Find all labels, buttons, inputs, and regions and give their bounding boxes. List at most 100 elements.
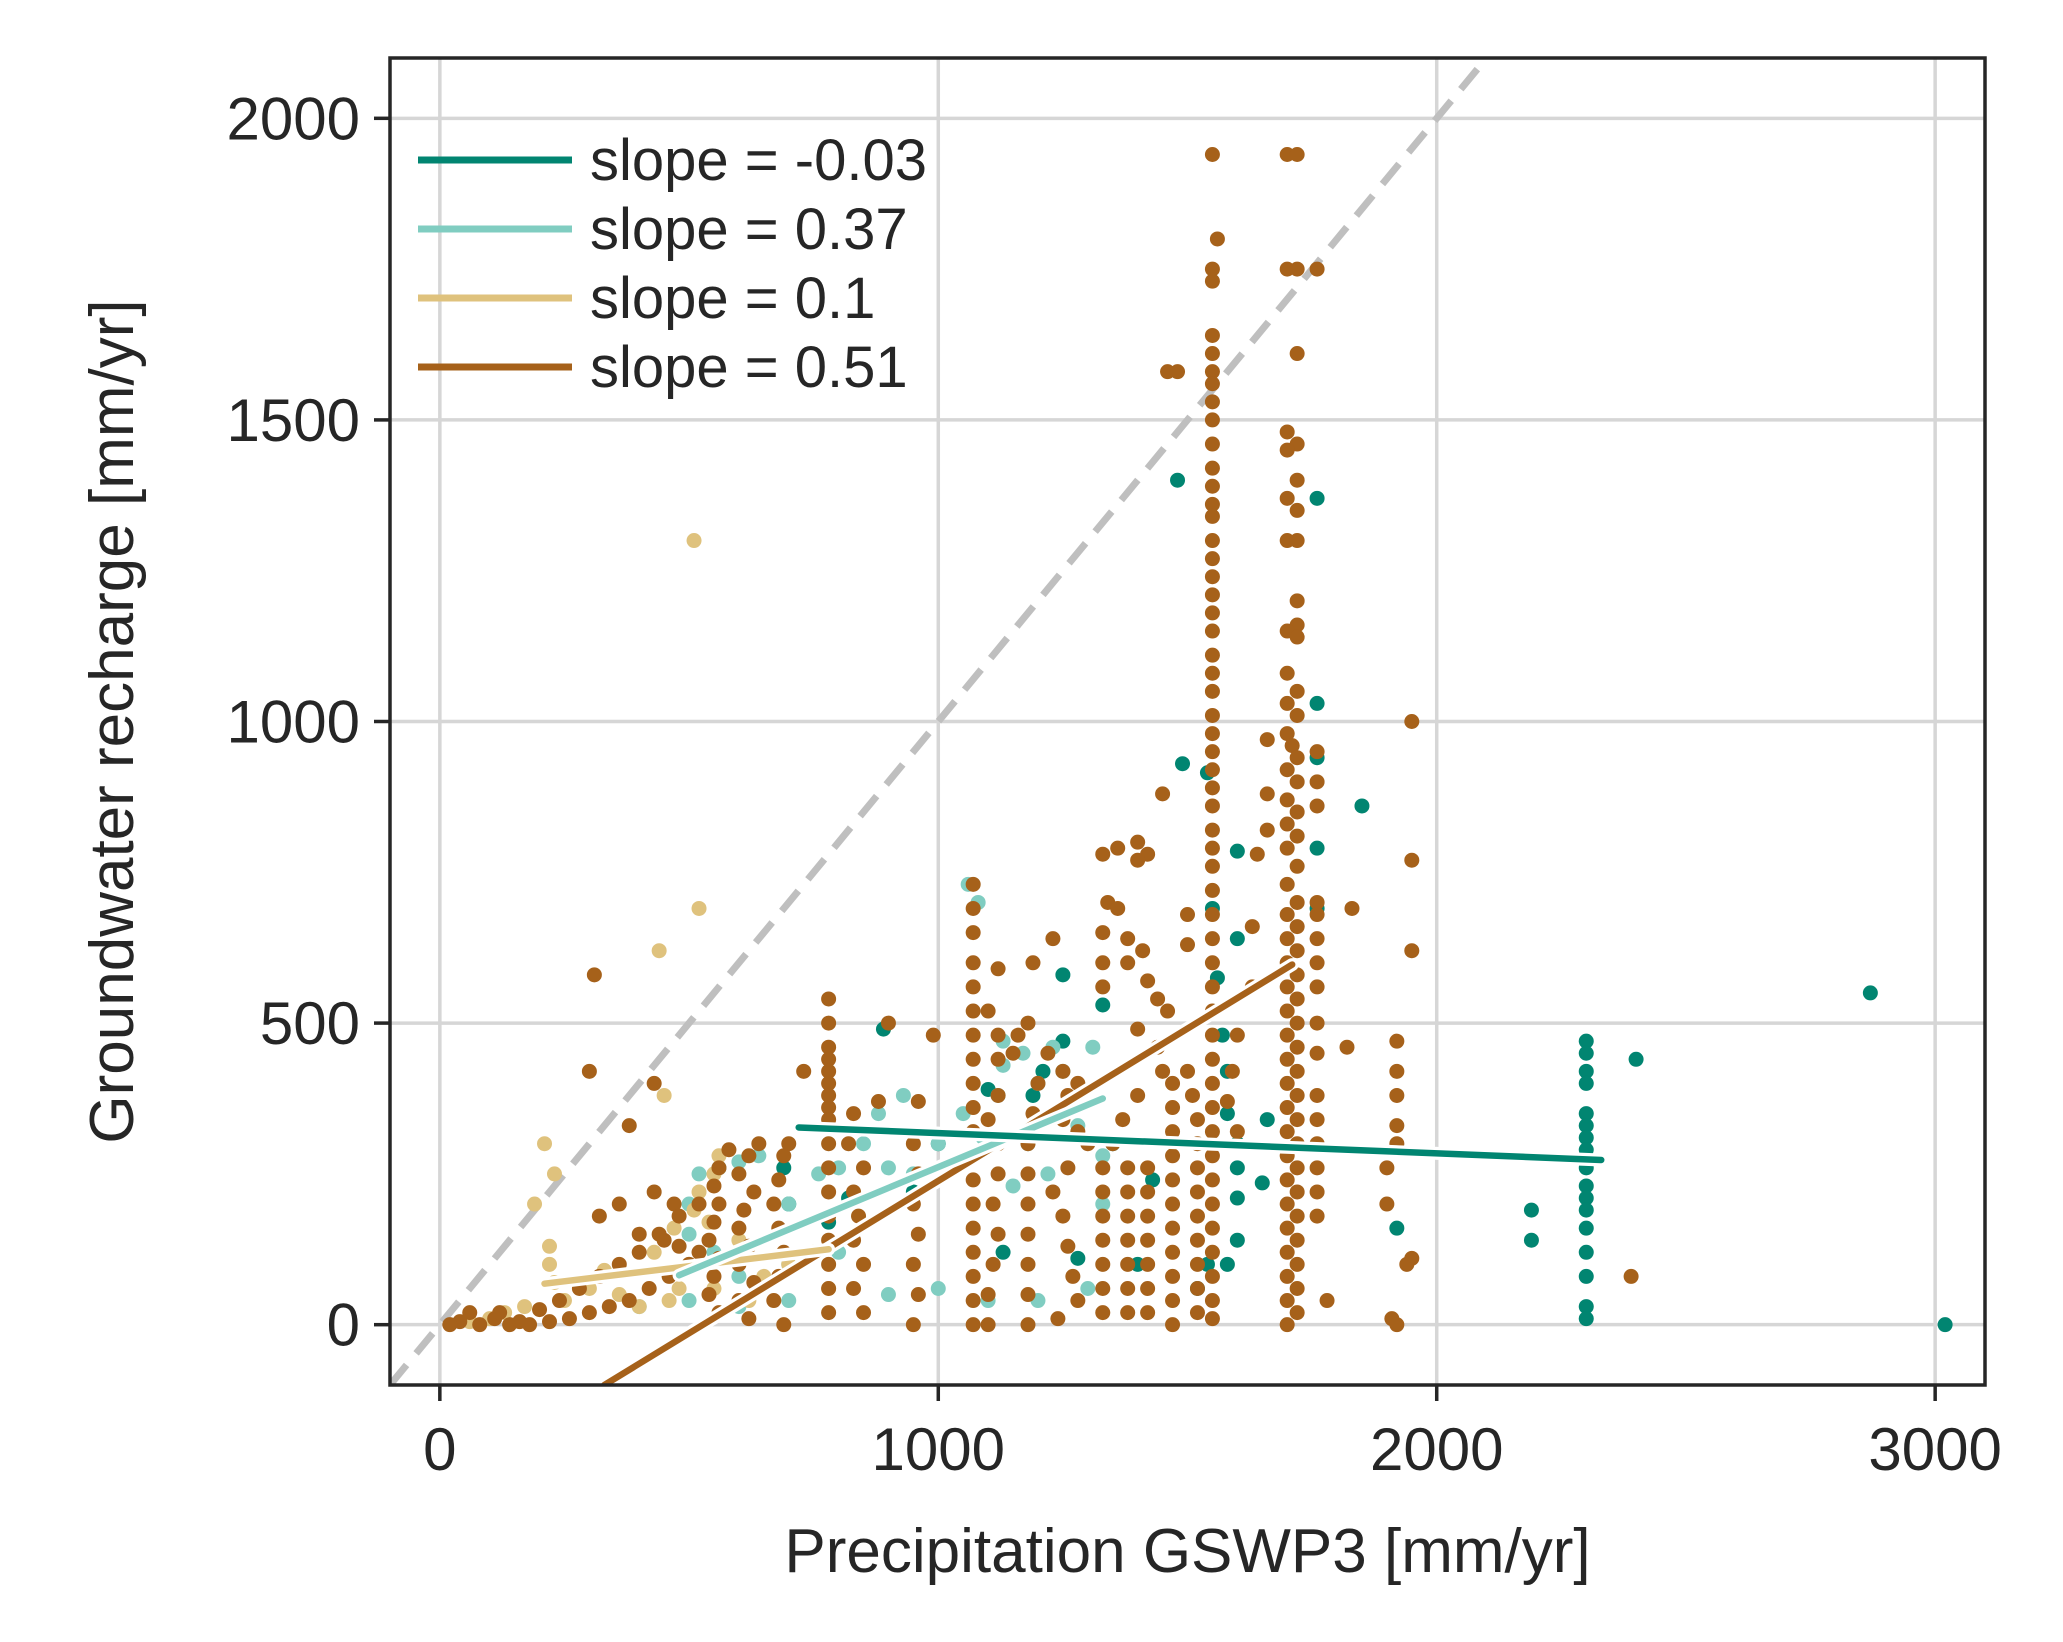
data-point bbox=[1289, 533, 1305, 549]
data-point bbox=[910, 1287, 926, 1303]
data-point bbox=[965, 979, 981, 995]
data-point bbox=[542, 1314, 557, 1330]
data-point bbox=[1229, 931, 1245, 947]
data-point bbox=[621, 1293, 637, 1309]
data-point bbox=[776, 1160, 792, 1176]
data-point bbox=[1389, 1063, 1405, 1079]
data-point bbox=[1020, 1196, 1036, 1212]
data-point bbox=[1204, 394, 1220, 410]
data-point bbox=[1289, 1112, 1305, 1128]
data-point bbox=[1204, 346, 1220, 362]
data-point bbox=[651, 943, 667, 959]
data-point bbox=[1165, 1244, 1181, 1260]
data-point bbox=[1254, 1175, 1270, 1191]
data-point bbox=[1309, 798, 1325, 814]
data-point bbox=[1937, 1317, 1953, 1333]
data-point bbox=[1339, 1039, 1355, 1055]
data-point bbox=[965, 955, 981, 971]
data-point bbox=[910, 1094, 926, 1110]
data-point bbox=[1204, 1075, 1220, 1091]
data-point bbox=[1289, 629, 1305, 645]
data-point bbox=[651, 1226, 667, 1242]
data-point bbox=[1379, 1196, 1395, 1212]
data-point bbox=[1140, 1280, 1156, 1296]
data-point bbox=[965, 1293, 981, 1309]
data-point bbox=[1120, 1256, 1136, 1272]
data-point bbox=[1120, 1208, 1136, 1224]
data-point bbox=[1180, 907, 1195, 923]
data-point bbox=[517, 1299, 533, 1315]
data-point bbox=[821, 991, 837, 1007]
data-point bbox=[1165, 1148, 1181, 1164]
data-point bbox=[581, 1305, 597, 1321]
data-point bbox=[1204, 780, 1220, 796]
data-point bbox=[1289, 1160, 1305, 1176]
data-point bbox=[512, 1314, 528, 1330]
data-point bbox=[1289, 261, 1305, 277]
data-point bbox=[1289, 1305, 1305, 1321]
data-point bbox=[1862, 985, 1878, 1001]
data-point bbox=[1578, 1299, 1594, 1315]
data-point bbox=[965, 1051, 981, 1067]
data-point bbox=[1204, 882, 1220, 898]
data-point bbox=[1184, 1087, 1200, 1103]
data-point bbox=[1204, 1311, 1220, 1327]
data-point bbox=[965, 1100, 981, 1116]
data-point bbox=[1279, 931, 1295, 947]
data-point bbox=[1229, 843, 1245, 859]
data-point bbox=[736, 1202, 752, 1218]
data-point bbox=[965, 1317, 981, 1333]
data-point bbox=[711, 1196, 727, 1212]
data-point bbox=[641, 1280, 657, 1296]
data-point bbox=[1389, 1118, 1405, 1134]
legend-label: slope = 0.1 bbox=[590, 266, 875, 331]
data-point bbox=[1279, 442, 1295, 458]
x-tick-label: 2000 bbox=[1370, 1416, 1503, 1483]
data-point bbox=[1204, 376, 1220, 392]
data-point bbox=[766, 1293, 782, 1309]
data-point bbox=[646, 1184, 662, 1200]
data-point bbox=[1155, 786, 1171, 802]
data-point bbox=[1160, 1003, 1176, 1019]
data-point bbox=[671, 1280, 687, 1296]
data-point bbox=[930, 1280, 946, 1296]
data-point bbox=[980, 1003, 996, 1019]
data-point bbox=[666, 1196, 682, 1212]
data-point bbox=[1140, 1256, 1156, 1272]
data-point bbox=[990, 1226, 1006, 1242]
data-point bbox=[821, 1087, 837, 1103]
data-point bbox=[856, 1136, 872, 1152]
data-point bbox=[1020, 1226, 1036, 1242]
data-point bbox=[1040, 1166, 1056, 1182]
data-point bbox=[965, 1220, 981, 1236]
data-point bbox=[1379, 1160, 1395, 1176]
data-point bbox=[1204, 665, 1220, 681]
data-point bbox=[1204, 460, 1220, 476]
data-point bbox=[1204, 261, 1220, 277]
data-point bbox=[711, 1160, 727, 1176]
data-point bbox=[1279, 1196, 1295, 1212]
x-axis-label: Precipitation GSWP3 [mm/yr] bbox=[784, 1517, 1590, 1586]
data-point bbox=[1289, 1232, 1305, 1248]
data-point bbox=[821, 1039, 837, 1055]
data-point bbox=[821, 1063, 837, 1079]
data-point bbox=[990, 1051, 1006, 1067]
data-point bbox=[796, 1063, 812, 1079]
data-point bbox=[965, 1027, 981, 1043]
data-point bbox=[1204, 569, 1220, 585]
data-point bbox=[925, 1027, 941, 1043]
data-point bbox=[1045, 1184, 1061, 1200]
data-point bbox=[1289, 750, 1305, 766]
data-point bbox=[1249, 846, 1265, 862]
data-point bbox=[1289, 683, 1305, 699]
data-point bbox=[1219, 1256, 1235, 1272]
data-point bbox=[1189, 1280, 1205, 1296]
regression-lines bbox=[538, 958, 1608, 1385]
data-point bbox=[1204, 147, 1220, 163]
y-tick-label: 1000 bbox=[227, 689, 360, 756]
data-point bbox=[1120, 931, 1136, 947]
data-point bbox=[1165, 1196, 1181, 1212]
data-point bbox=[1095, 1208, 1111, 1224]
data-point bbox=[741, 1311, 757, 1327]
